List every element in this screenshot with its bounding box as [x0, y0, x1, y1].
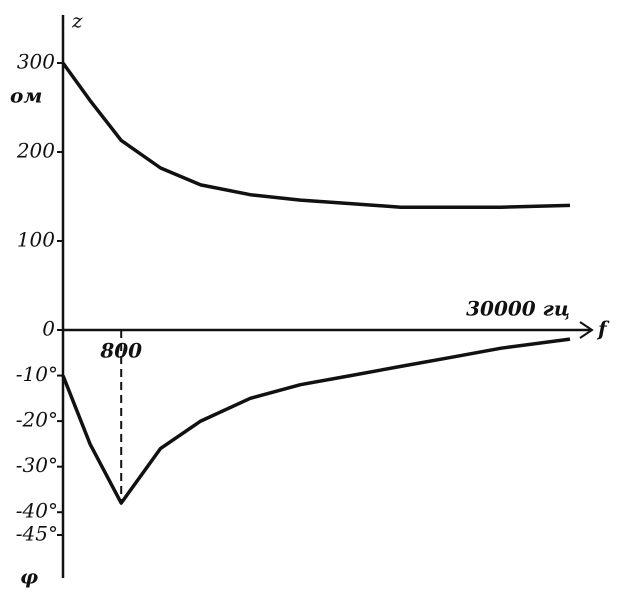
y-tick-label: 300 — [17, 50, 55, 74]
series-line — [61, 61, 571, 209]
y-tick-label: 200 — [16, 139, 55, 163]
y-axis-label: z — [71, 9, 83, 33]
series-line — [61, 337, 571, 505]
y2-tick-label: -45° — [16, 522, 58, 546]
x-axis-label: f — [596, 317, 610, 341]
y2-tick-label: -30° — [16, 453, 58, 477]
y-tick-label: 0 — [42, 317, 55, 341]
y2-tick-label: -20° — [16, 408, 58, 432]
y2-axis-label: φ — [20, 565, 38, 589]
y2-tick-label: -10° — [16, 362, 58, 386]
y-tick-label: 100 — [17, 228, 55, 252]
x-axis-arrow — [579, 321, 594, 339]
y2-tick-label: -40° — [16, 499, 58, 523]
x-tick-label: 30000 гц — [466, 297, 570, 321]
y-axis-unit: ом — [10, 84, 42, 108]
